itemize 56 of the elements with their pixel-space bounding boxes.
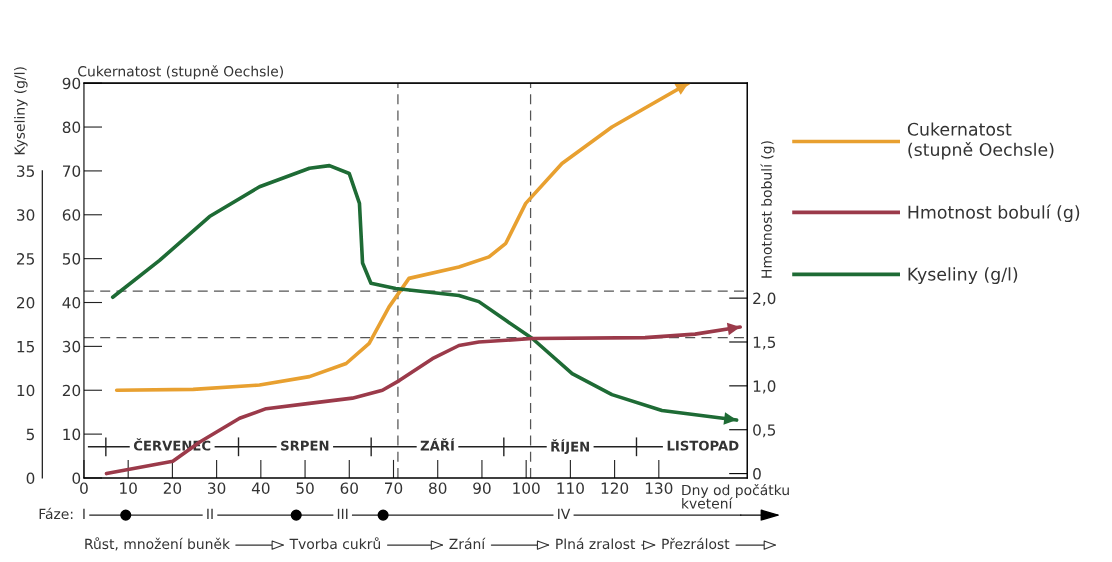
x-tick-label: 100	[513, 482, 540, 494]
y2-tick-label: 20	[17, 296, 35, 309]
y3-tick-label: 0	[753, 468, 761, 480]
text: Přezrálost	[662, 537, 730, 550]
x-tick-label: 30	[208, 482, 226, 494]
y-tick-label: 40	[62, 296, 81, 309]
text: III	[337, 508, 348, 519]
text: Fáze:	[39, 507, 73, 520]
x-tick-label: 120	[601, 482, 629, 494]
x-tick-label: 60	[340, 482, 358, 494]
text: Hmotnost bobulí (g)	[908, 204, 1080, 223]
annotation: ZÁŘÍ	[420, 438, 455, 451]
y-tick-label: 10	[63, 428, 81, 441]
x-tick-label: 110	[557, 482, 584, 494]
y2-tick-label: 5	[26, 428, 35, 441]
y2-tick-label: 25	[17, 253, 35, 265]
x-tick-label: 40	[251, 482, 270, 494]
x-tick-label: 90	[473, 482, 491, 494]
text: Plná zralost	[556, 537, 636, 550]
y-tick-label: 20	[62, 384, 81, 397]
annotation: SRPEN	[281, 440, 329, 451]
text: Cukernatost (stupně Oechsle)	[907, 122, 1054, 160]
x-tick-label: 10	[120, 482, 137, 494]
x-tick-label: 50	[296, 482, 314, 494]
text: IV	[558, 508, 571, 519]
annotation: ŘÍJEN	[551, 439, 589, 455]
text: Růst, množení buněk	[85, 537, 231, 551]
y-tick-label: 0	[72, 472, 81, 484]
y2-axis-title: Kyseliny (g/l)	[14, 67, 28, 155]
text: Tvorba cukrů	[289, 537, 380, 550]
text: II	[207, 508, 213, 519]
text: Kyseliny (g/l)	[908, 267, 1018, 285]
y-tick-label: 30	[62, 340, 81, 353]
x-tick-label: 80	[429, 482, 447, 494]
y3-axis-title: Hmotnost bobulí (g)	[760, 141, 775, 278]
x-axis-title: Dny od počátku kvetení	[682, 483, 789, 509]
y2-tick-label: 10	[17, 384, 35, 397]
y2-tick-label: 30	[17, 209, 35, 221]
y-tick-label: 70	[62, 165, 81, 177]
y-tick-label: 90	[62, 77, 81, 90]
y-tick-label: 50	[62, 253, 81, 265]
y3-tick-label: 2,0	[753, 292, 776, 306]
y3-tick-label: 0,5	[753, 424, 776, 438]
text: I	[83, 508, 85, 519]
x-tick-label: 70	[385, 482, 403, 494]
annotation: LISTOPAD	[667, 440, 739, 451]
x-tick-label: 130	[645, 482, 673, 494]
y2-tick-label: 35	[17, 165, 35, 177]
x-tick-label: 20	[163, 482, 182, 494]
text: Zrání	[449, 537, 486, 550]
y3-tick-label: 1,5	[753, 336, 776, 350]
y2-tick-label: 15	[17, 341, 35, 353]
y-tick-label: 60	[62, 209, 81, 221]
y2-tick-label: 0	[26, 472, 35, 484]
y-tick-label: 80	[62, 121, 81, 134]
y3-tick-label: 1,0	[753, 380, 776, 394]
